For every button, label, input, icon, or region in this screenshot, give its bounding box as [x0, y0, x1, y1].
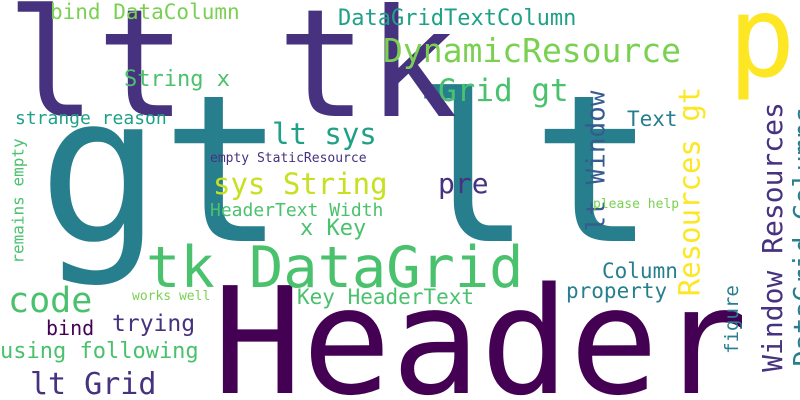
word-lt-grid: lt Grid: [30, 367, 157, 400]
word-gt-lt: gt lt: [38, 52, 656, 290]
word-datagrid-columns: DataGrid Columns: [788, 106, 800, 367]
word-x-key: x Key: [300, 216, 367, 241]
word-trying: trying: [112, 311, 196, 337]
word-empty-staticresource: empty StaticResource: [210, 151, 367, 166]
word-resources-gt: Resources gt: [672, 86, 707, 297]
word-remains-empty: remains empty: [8, 138, 28, 264]
word-lt-sys: lt sys: [272, 117, 377, 151]
word-datagridtextcolumn: DataGridTextColumn: [338, 6, 577, 31]
word-window-resources: Window Resources: [755, 102, 789, 372]
word-string-x: String x: [124, 67, 230, 92]
word-pre: pre: [438, 167, 489, 200]
word-key-headertext: Key HeaderText: [297, 285, 475, 309]
word-text: Text: [627, 107, 678, 131]
word-sys-string: sys String: [213, 167, 388, 201]
word-grid-gt: Grid gt: [438, 73, 569, 109]
word-using-following: using following: [0, 339, 199, 364]
word-tk-datagrid: tk DataGrid: [146, 235, 524, 301]
word-header: Header: [213, 256, 748, 400]
word-bind-datacolumn: bind DataColumn: [50, 0, 240, 24]
word-figure: figure: [720, 285, 743, 354]
word-dynamicresource: DynamicResource: [383, 31, 682, 70]
word-works-well: works well: [132, 289, 211, 304]
word-bind: bind: [46, 316, 95, 340]
word-property: property: [566, 279, 668, 303]
word-column: Column: [602, 259, 678, 283]
word-code: code: [8, 281, 93, 321]
word-p: p: [728, 0, 796, 103]
word-headertext-width: HeaderText Width: [210, 200, 384, 221]
word-strange-reason: strange reason: [15, 108, 167, 129]
word-lt-tk: lt tk: [6, 0, 458, 152]
word-please-help: please help: [593, 197, 680, 212]
